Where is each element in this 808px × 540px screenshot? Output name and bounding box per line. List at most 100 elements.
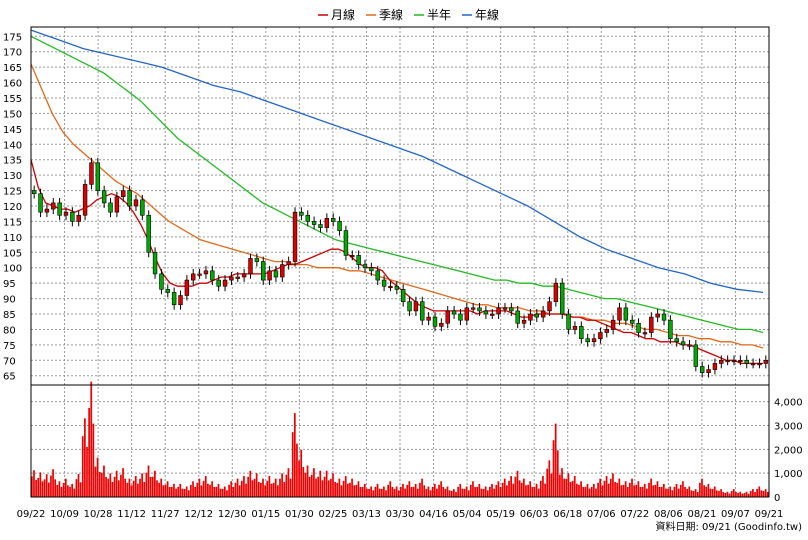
volume-bar — [238, 485, 241, 497]
candle-body — [706, 369, 711, 373]
volume-bar — [514, 476, 517, 497]
volume-bar — [262, 478, 264, 497]
candle-body — [534, 313, 539, 318]
volume-bar — [429, 490, 432, 497]
volume-bar — [482, 488, 485, 497]
volume-bar — [582, 486, 585, 497]
volume-bar — [357, 481, 360, 497]
volume-bar — [336, 482, 339, 497]
volume-bar — [542, 476, 544, 497]
volume-bar — [501, 482, 504, 497]
date-tick-label: 07/06 — [587, 509, 616, 520]
volume-bar — [677, 488, 680, 497]
volume-bar — [556, 450, 559, 497]
candle-body — [445, 310, 450, 324]
volume-bar — [141, 473, 143, 497]
candle-body — [509, 307, 514, 312]
date-tick-label: 03/30 — [386, 509, 415, 520]
candle-body — [254, 258, 260, 262]
volume-bar — [323, 476, 326, 497]
volume-bar — [33, 470, 35, 497]
volume-bar — [111, 481, 114, 497]
volume-bar — [754, 491, 756, 497]
candle-body — [38, 193, 43, 213]
volume-bar — [465, 486, 468, 497]
volume-bar — [599, 478, 602, 497]
candle-body — [31, 190, 37, 194]
volume-bar — [268, 476, 271, 497]
volume-bar — [198, 478, 201, 497]
volume-bar — [139, 478, 141, 497]
candle-body — [750, 363, 756, 366]
candle-body — [51, 202, 56, 210]
candle-body — [343, 230, 349, 256]
candle-body — [267, 270, 272, 281]
candle-body — [439, 322, 444, 327]
volume-bar — [472, 481, 474, 497]
price-tick-label: 100 — [3, 264, 22, 275]
volume-bar — [707, 483, 710, 497]
volume-bar — [720, 489, 722, 497]
volume-bar — [648, 482, 650, 497]
volume-bar — [711, 488, 714, 497]
volume-bar — [595, 488, 597, 497]
volume-bar — [544, 483, 546, 497]
candle-body — [63, 211, 69, 216]
date-tick-label: 01/15 — [251, 509, 280, 520]
volume-bar — [330, 478, 332, 497]
volume-bar — [756, 488, 758, 497]
candle-body — [222, 279, 228, 287]
candle-body — [82, 184, 88, 216]
volume-bar — [86, 446, 88, 497]
date-tick-label: 12/12 — [184, 509, 213, 520]
candle-body — [337, 221, 342, 231]
volume-bar — [618, 478, 621, 497]
volume-axis-ticks: 0 1,000 2,000 3,000 4,000 — [774, 398, 803, 504]
date-tick-label: 05/19 — [486, 509, 515, 520]
candle-body — [540, 310, 546, 318]
candle-body — [76, 214, 81, 222]
volume-bar — [539, 480, 542, 497]
volume-bar — [527, 484, 529, 497]
candle-body — [57, 202, 62, 216]
volume-bar — [523, 478, 525, 497]
volume-bar — [147, 465, 150, 497]
volume-bar — [453, 489, 455, 497]
volume-bar — [281, 473, 283, 497]
volume-bar — [395, 486, 398, 497]
volume-bar — [571, 480, 574, 497]
volume-bar — [287, 468, 290, 497]
volume-bar — [98, 471, 101, 497]
volume-bar — [601, 485, 604, 497]
volume-bar — [614, 481, 616, 497]
volume-bar — [272, 482, 275, 497]
volume-bar — [478, 483, 481, 497]
date-tick-label: 12/30 — [218, 509, 247, 520]
volume-bar — [516, 470, 519, 497]
volume-bar — [313, 468, 315, 497]
volume-bar — [414, 483, 417, 497]
volume-bar — [537, 488, 540, 497]
volume-bar — [639, 486, 642, 497]
volume-bar — [340, 485, 343, 497]
volume-bar — [569, 481, 572, 497]
volume-bar — [319, 470, 322, 497]
candle-body — [318, 224, 323, 228]
volume-bar — [113, 476, 116, 497]
volume-bar — [510, 476, 512, 497]
volume-bar — [69, 486, 71, 497]
volume-bar — [762, 490, 765, 497]
volume-bar — [497, 481, 500, 497]
volume-bar — [667, 488, 669, 497]
volume-bar — [427, 486, 430, 497]
candle-body — [95, 162, 101, 191]
volume-bar — [332, 473, 334, 497]
volume-bar — [217, 483, 220, 497]
candle-body — [178, 295, 183, 306]
candle-body — [744, 360, 749, 364]
volume-bar — [442, 486, 445, 497]
candle-body — [197, 273, 202, 276]
date-tick-label: 09/21 — [755, 509, 784, 520]
volume-bar — [164, 484, 167, 497]
